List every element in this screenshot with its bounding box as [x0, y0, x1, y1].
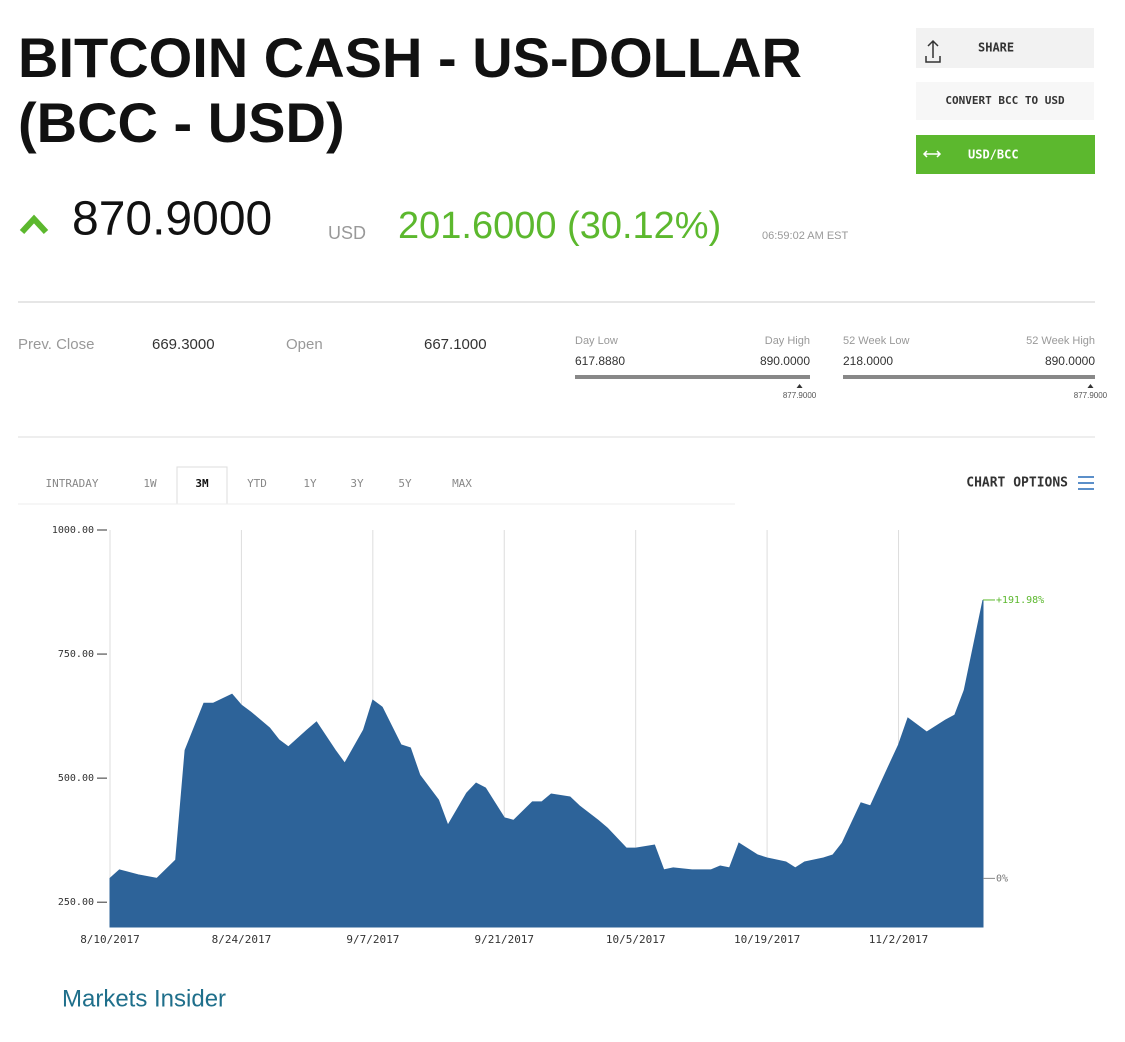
range-bar — [575, 375, 810, 379]
stat-value: 669.3000 — [152, 336, 215, 353]
range-marker — [796, 384, 803, 388]
tab[interactable]: MAX — [452, 477, 472, 490]
annotation: 0% — [996, 873, 1008, 884]
x-tick-label: 11/2/2017 — [869, 933, 929, 946]
tab[interactable]: 3M — [195, 477, 209, 490]
tab[interactable]: INTRADAY — [46, 477, 99, 490]
usd-bcc-button[interactable] — [916, 135, 1095, 174]
swap-icon — [922, 150, 942, 158]
share-icon — [925, 39, 941, 63]
share-button[interactable] — [916, 28, 1094, 68]
source: Markets Insider — [62, 985, 226, 1012]
range-value: 218.0000 — [843, 354, 893, 368]
range-label: Day Low — [575, 335, 618, 347]
range-value: 890.0000 — [1045, 354, 1095, 368]
menu-icon — [1078, 476, 1094, 490]
price: 870.9000 — [72, 193, 272, 246]
change: 201.6000 (30.12%) — [398, 205, 721, 247]
x-tick-label: 9/7/2017 — [346, 933, 399, 946]
x-tick-label: 10/19/2017 — [734, 933, 800, 946]
tab-selected — [176, 466, 228, 505]
tab[interactable]: 3Y — [350, 477, 364, 490]
quote-time: 06:59:02 AM EST — [762, 230, 848, 242]
stat-label: Prev. Close — [18, 336, 94, 353]
stat-value: 667.1000 — [424, 336, 487, 353]
title: (BCC - USD) — [18, 91, 345, 154]
range-value: 890.0000 — [760, 354, 810, 368]
tab[interactable]: YTD — [247, 477, 267, 490]
tabs: INTRADAY 1W 3M YTD 1Y 3Y 5Y MAX — [46, 477, 473, 490]
annotation: +191.98% — [996, 595, 1044, 606]
button-label: CONVERT BCC TO USD — [945, 94, 1065, 107]
tab[interactable]: 1W — [143, 477, 157, 490]
x-tick-label: 8/24/2017 — [212, 933, 272, 946]
tab[interactable]: 1Y — [303, 477, 317, 490]
x-tick-label: 10/5/2017 — [606, 933, 666, 946]
y-tick-label: 750.00 — [58, 649, 94, 660]
y-tick-label: 250.00 — [58, 897, 94, 908]
button-label: USD/BCC — [968, 148, 1019, 162]
up-caret — [19, 214, 49, 235]
y-tick-label: 1000.00 — [52, 525, 94, 536]
range-marker — [1087, 384, 1094, 388]
range-label: 52 Week Low — [843, 335, 910, 347]
range-label: Day High — [765, 335, 810, 347]
chart: 8/10/2017 8/24/2017 9/7/2017 9/21/2017 10/5/… — [52, 525, 1044, 946]
convert-button[interactable] — [916, 82, 1094, 120]
button-label: SHARE — [978, 41, 1014, 55]
x-tick-label: 8/10/2017 — [80, 933, 140, 946]
range-current: 877.9000 — [1074, 391, 1108, 400]
title: BITCOIN CASH - US-DOLLAR — [18, 26, 802, 89]
range-bar — [843, 375, 1095, 379]
range-current: 877.9000 — [783, 391, 817, 400]
stat-label: Open — [286, 336, 323, 353]
range-label: 52 Week High — [1026, 335, 1095, 347]
x-tick-label: 9/21/2017 — [474, 933, 534, 946]
ranges: Day Low Day High 617.8880 890.0000 877.9000 5… — [575, 335, 1108, 400]
tab[interactable]: 5Y — [398, 477, 412, 490]
y-tick-label: 500.00 — [58, 773, 94, 784]
chart-options[interactable]: CHART OPTIONS — [966, 476, 1068, 491]
area — [109, 599, 984, 928]
currency: USD — [328, 223, 366, 243]
range-value: 617.8880 — [575, 354, 625, 368]
